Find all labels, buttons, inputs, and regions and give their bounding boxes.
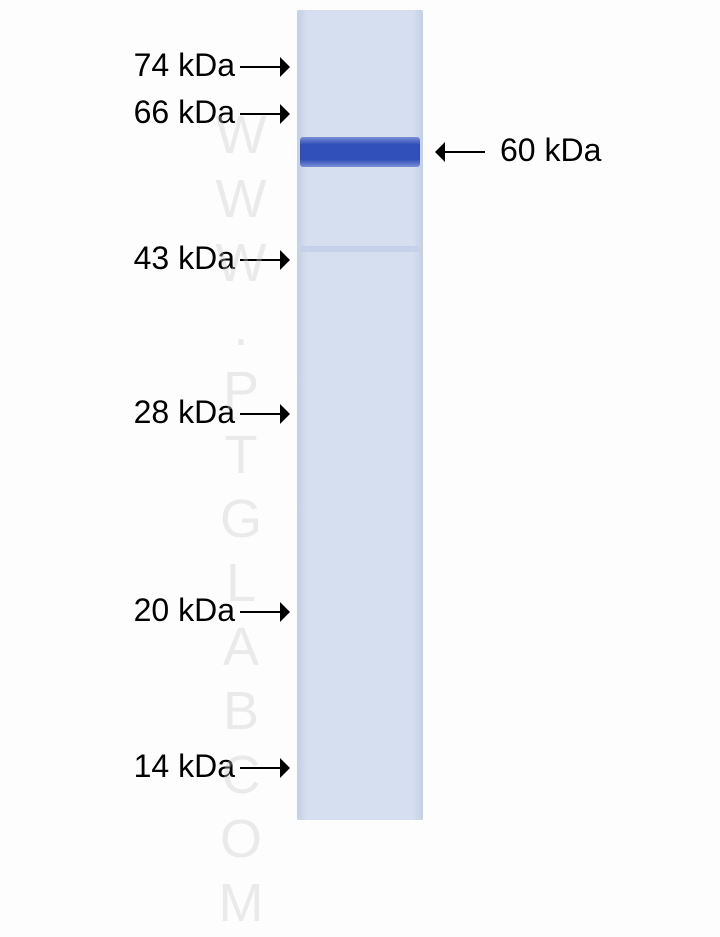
arrow-head-icon [280, 250, 290, 270]
arrow-head-icon [280, 104, 290, 124]
arrow-line [240, 611, 280, 613]
sds-page-gel: 74 kDa 66 kDa 43 kDa 28 kDa 20 kDa 14 kD… [0, 0, 720, 838]
arrow-line [240, 767, 280, 769]
marker-label: 66 kDa [134, 94, 235, 131]
arrow-head-icon [280, 602, 290, 622]
arrow-line-result [445, 151, 485, 153]
arrow-line [240, 66, 280, 68]
result-label: 60 kDa [500, 132, 601, 169]
arrow-head-left-icon [435, 142, 445, 162]
arrow-line [240, 113, 280, 115]
marker-label: 14 kDa [134, 748, 235, 785]
marker-label: 43 kDa [134, 240, 235, 277]
watermark-text: WWW.PTGLABCOM [210, 105, 272, 937]
arrow-line [240, 413, 280, 415]
marker-label: 20 kDa [134, 592, 235, 629]
arrow-head-icon [280, 404, 290, 424]
gel-lane [297, 10, 423, 820]
arrow-head-icon [280, 758, 290, 778]
protein-band-faint [300, 246, 420, 252]
arrow-head-icon [280, 57, 290, 77]
marker-label: 28 kDa [134, 394, 235, 431]
protein-band-main [300, 137, 420, 167]
arrow-line [240, 259, 280, 261]
marker-label: 74 kDa [134, 47, 235, 84]
